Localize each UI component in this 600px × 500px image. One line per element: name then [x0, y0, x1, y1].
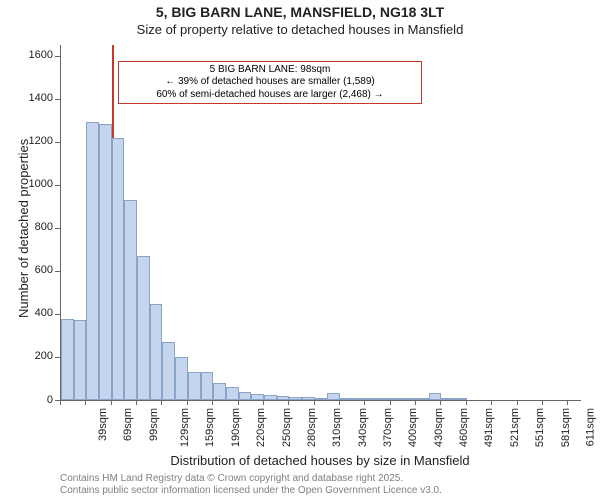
x-tick-label: 280sqm — [306, 408, 318, 447]
histogram-bar — [429, 393, 442, 400]
y-tick — [55, 314, 60, 315]
histogram-bar — [264, 395, 277, 400]
footer-line-2: Contains public sector information licen… — [60, 485, 442, 496]
y-tick-label: 600 — [15, 264, 53, 276]
histogram-bar — [112, 138, 125, 400]
x-tick-label: 370sqm — [382, 408, 394, 447]
histogram-bar — [226, 387, 239, 400]
x-tick — [390, 400, 391, 405]
chart-subtitle: Size of property relative to detached ho… — [0, 22, 600, 37]
histogram-bar — [61, 319, 74, 400]
histogram-bar — [124, 200, 137, 400]
histogram-bar — [391, 398, 404, 400]
x-tick — [415, 400, 416, 405]
x-tick-label: 39sqm — [97, 408, 109, 441]
histogram-bar — [201, 372, 214, 400]
y-tick — [55, 56, 60, 57]
y-tick-label: 1200 — [15, 135, 53, 147]
histogram-bar — [315, 398, 328, 400]
x-tick — [161, 400, 162, 405]
histogram-bar — [327, 393, 340, 400]
x-tick-label: 551sqm — [534, 408, 546, 447]
x-tick — [85, 400, 86, 405]
x-tick-label: 159sqm — [205, 408, 217, 447]
x-tick — [60, 400, 61, 405]
annotation-line-2: ← 39% of detached houses are smaller (1,… — [119, 76, 421, 89]
x-tick — [517, 400, 518, 405]
histogram-bar — [289, 397, 302, 400]
x-tick-label: 220sqm — [255, 408, 267, 447]
x-tick-label: 340sqm — [357, 408, 369, 447]
x-tick-label: 129sqm — [179, 408, 191, 447]
histogram-bar — [74, 320, 87, 400]
footer-line-1: Contains HM Land Registry data © Crown c… — [60, 473, 403, 484]
y-tick — [55, 228, 60, 229]
x-tick-label: 611sqm — [584, 408, 596, 446]
histogram-bar — [213, 383, 226, 400]
y-tick-label: 1400 — [15, 92, 53, 104]
y-tick-label: 1600 — [15, 49, 53, 61]
chart-title: 5, BIG BARN LANE, MANSFIELD, NG18 3LT — [0, 4, 600, 20]
x-tick — [440, 400, 441, 405]
x-tick-label: 69sqm — [122, 408, 134, 441]
x-tick — [187, 400, 188, 405]
x-tick-label: 491sqm — [484, 408, 496, 447]
histogram-bar — [86, 122, 99, 400]
y-tick-label: 400 — [15, 307, 53, 319]
y-tick — [55, 185, 60, 186]
y-tick — [55, 271, 60, 272]
x-tick — [288, 400, 289, 405]
x-tick — [111, 400, 112, 405]
y-tick — [55, 99, 60, 100]
x-tick-label: 400sqm — [408, 408, 420, 447]
x-tick — [136, 400, 137, 405]
histogram-bar — [188, 372, 201, 400]
y-tick-label: 200 — [15, 350, 53, 362]
histogram-bar — [441, 398, 454, 400]
plot-area: 5 BIG BARN LANE: 98sqm ← 39% of detached… — [60, 45, 581, 401]
x-tick-label: 250sqm — [281, 408, 293, 447]
x-tick — [263, 400, 264, 405]
histogram-bar — [365, 398, 378, 400]
x-tick — [212, 400, 213, 405]
annotation-line-1: 5 BIG BARN LANE: 98sqm — [119, 64, 421, 77]
annotation-box: 5 BIG BARN LANE: 98sqm ← 39% of detached… — [118, 61, 422, 105]
y-tick-label: 1000 — [15, 178, 53, 190]
histogram-bar — [99, 124, 112, 400]
x-tick — [238, 400, 239, 405]
x-tick-label: 460sqm — [458, 408, 470, 447]
x-axis-label: Distribution of detached houses by size … — [60, 453, 580, 468]
x-tick — [491, 400, 492, 405]
x-tick — [339, 400, 340, 405]
histogram-bar — [416, 398, 429, 400]
y-tick — [55, 142, 60, 143]
x-tick — [466, 400, 467, 405]
y-tick-label: 800 — [15, 221, 53, 233]
x-tick-label: 521sqm — [509, 408, 521, 447]
histogram-bar — [340, 398, 353, 400]
x-tick — [567, 400, 568, 405]
x-tick-label: 310sqm — [331, 408, 343, 447]
histogram-bar — [150, 304, 163, 400]
x-tick — [542, 400, 543, 405]
x-tick-label: 430sqm — [433, 408, 445, 447]
x-tick-label: 581sqm — [560, 408, 572, 447]
x-tick-label: 99sqm — [148, 408, 160, 441]
histogram-bar — [239, 392, 252, 400]
histogram-bar — [137, 256, 150, 400]
y-tick-label: 0 — [15, 394, 53, 406]
x-tick-label: 190sqm — [230, 408, 242, 447]
chart-root: { "title": "5, BIG BARN LANE, MANSFIELD,… — [0, 0, 600, 500]
x-tick — [364, 400, 365, 405]
annotation-line-3: 60% of semi-detached houses are larger (… — [119, 89, 421, 102]
histogram-bar — [162, 342, 175, 400]
y-tick — [55, 357, 60, 358]
histogram-bar — [175, 357, 188, 400]
x-tick — [314, 400, 315, 405]
